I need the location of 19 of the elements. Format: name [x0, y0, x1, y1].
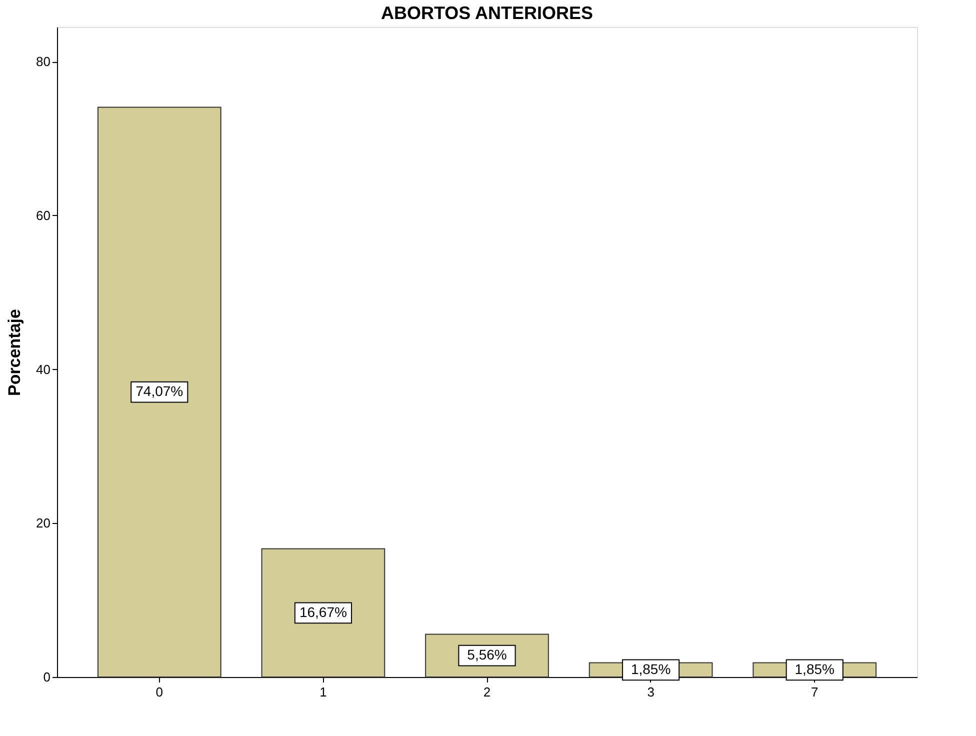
y-tick-label: 80	[36, 54, 50, 70]
chart-title: ABORTOS ANTERIORES	[380, 3, 594, 23]
x-tick-label: 7	[811, 684, 818, 700]
x-tick-label: 3	[647, 684, 654, 700]
data-label: 16,67%	[299, 604, 347, 620]
data-label: 1,85%	[630, 660, 671, 677]
x-tick-label: 1	[320, 684, 327, 700]
x-tick-label: 0	[156, 684, 163, 700]
data-label: 1,85%	[794, 660, 834, 677]
y-axis-title: Porcentaje	[5, 309, 24, 396]
data-label: 5,56%	[467, 646, 507, 663]
data-label: 74,07%	[136, 383, 184, 400]
y-tick-label: 0	[43, 670, 50, 684]
bar	[261, 548, 386, 678]
y-tick-label: 40	[36, 362, 50, 377]
y-tick-label: 20	[36, 516, 50, 531]
x-tick-label: 2	[483, 684, 491, 700]
bar	[97, 106, 222, 678]
y-tick-label: 60	[36, 208, 50, 223]
